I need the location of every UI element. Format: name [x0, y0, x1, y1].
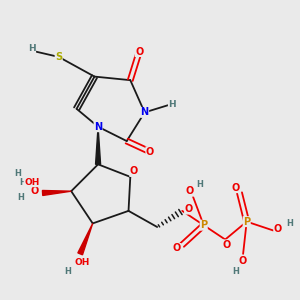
Text: P: P — [243, 217, 250, 226]
Text: O: O — [135, 46, 143, 56]
Text: H: H — [14, 169, 21, 178]
Text: N: N — [141, 107, 149, 117]
Text: O: O — [31, 186, 39, 196]
Text: O: O — [185, 186, 194, 196]
Text: O: O — [184, 204, 193, 214]
Text: OH: OH — [74, 258, 90, 267]
Polygon shape — [96, 127, 100, 164]
Text: O: O — [130, 167, 138, 176]
Polygon shape — [42, 190, 71, 196]
Text: O: O — [173, 244, 181, 254]
Text: O: O — [223, 240, 231, 250]
Text: H: H — [17, 193, 24, 202]
Text: H: H — [286, 219, 293, 228]
Text: O: O — [146, 147, 154, 157]
Text: O: O — [274, 224, 282, 234]
Text: H: H — [64, 267, 71, 276]
Text: P: P — [200, 220, 207, 230]
Text: O: O — [232, 183, 240, 193]
Text: N: N — [94, 122, 102, 132]
Text: S: S — [55, 52, 62, 62]
Text: H: H — [232, 267, 239, 276]
Text: O: O — [239, 256, 247, 266]
Text: H: H — [168, 100, 176, 109]
Text: H: H — [197, 179, 204, 188]
Polygon shape — [78, 224, 93, 255]
Text: H: H — [20, 178, 26, 187]
Text: OH: OH — [24, 178, 40, 187]
Text: H: H — [28, 44, 36, 53]
